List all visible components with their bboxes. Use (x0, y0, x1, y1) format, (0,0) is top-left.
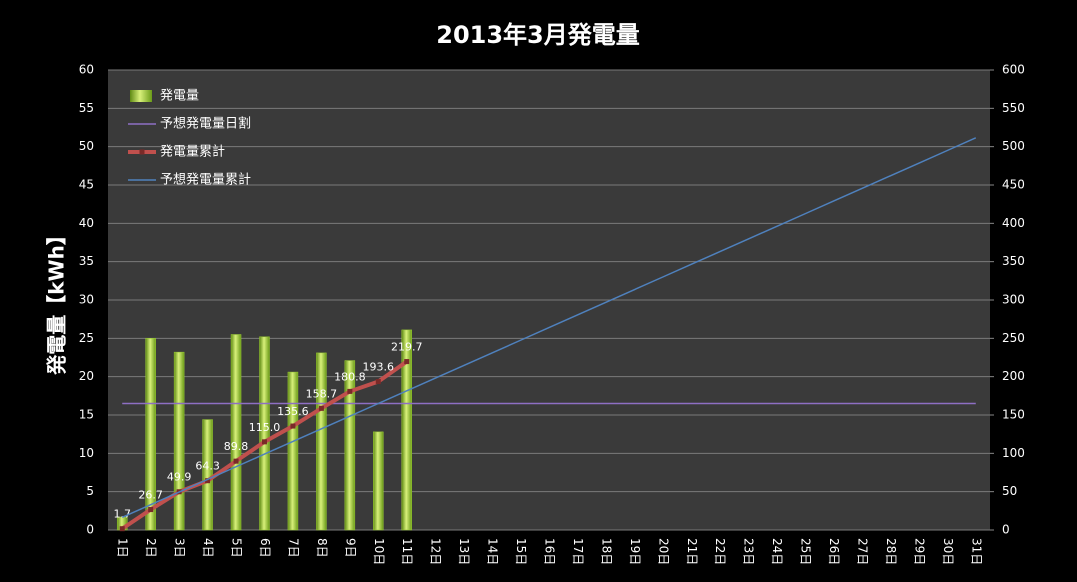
y2-tick-label: 150 (1002, 408, 1025, 422)
y-tick-label: 25 (79, 331, 94, 345)
x-tick-label: 8日 (315, 538, 329, 558)
x-tick-label: 22日 (713, 538, 727, 565)
bar (373, 431, 384, 531)
data-label: 1.7 (113, 508, 131, 521)
bar (316, 352, 327, 531)
x-tick-label: 27日 (855, 538, 869, 565)
x-tick-label: 7日 (286, 538, 300, 558)
y-tick-label: 30 (79, 293, 94, 307)
x-tick-label: 2日 (144, 538, 158, 558)
marker (404, 359, 410, 365)
data-label: 89.8 (224, 440, 249, 453)
x-tick-label: 28日 (884, 538, 898, 565)
line (121, 137, 977, 519)
y2-tick-label: 400 (1002, 216, 1025, 230)
data-label: 26.7 (138, 489, 163, 502)
x-tick-label: 23日 (742, 538, 756, 565)
y-tick-label: 20 (79, 369, 94, 383)
x-tick-label: 6日 (258, 538, 272, 558)
x-tick-label: 18日 (599, 538, 613, 565)
legend-label: 発電量 (160, 89, 199, 104)
chart-title: 2013年3月発電量 (436, 21, 640, 49)
data-label: 135.6 (277, 405, 309, 418)
marker (205, 478, 211, 484)
x-tick-label: 10日 (372, 538, 386, 565)
legend-label: 予想発電量日割 (160, 116, 251, 132)
legend-swatch (130, 90, 152, 102)
data-label: 193.6 (363, 361, 395, 374)
data-label: 180.8 (334, 370, 366, 383)
y-tick-label: 60 (79, 63, 94, 77)
legend-marker (139, 149, 145, 155)
x-tick-label: 31日 (969, 538, 983, 565)
x-tick-label: 24日 (770, 538, 784, 565)
marker (233, 458, 239, 464)
y-tick-label: 50 (79, 139, 94, 153)
data-label: 158.7 (306, 387, 338, 400)
y2-tick-label: 450 (1002, 178, 1025, 192)
marker (318, 405, 324, 411)
x-tick-label: 13日 (457, 538, 471, 565)
x-tick-label: 14日 (486, 538, 500, 565)
x-tick-label: 3日 (173, 538, 187, 558)
y-tick-label: 35 (79, 254, 94, 268)
x-tick-label: 1日 (116, 538, 130, 558)
x-tick-label: 30日 (941, 538, 955, 565)
x-tick-label: 26日 (827, 538, 841, 565)
marker (148, 507, 154, 513)
legend-label: 発電量累計 (160, 144, 225, 160)
marker (119, 526, 125, 532)
x-tick-label: 11日 (400, 538, 414, 565)
x-tick-label: 21日 (685, 538, 699, 565)
data-label: 115.0 (249, 421, 281, 434)
x-tick-label: 29日 (912, 538, 926, 565)
y-tick-label: 15 (79, 408, 94, 422)
marker (375, 379, 381, 385)
y-tick-label: 5 (86, 484, 94, 498)
bar (344, 360, 356, 531)
x-tick-label: 20日 (656, 538, 670, 565)
y2-tick-label: 300 (1002, 293, 1025, 307)
y2-tick-label: 500 (1002, 139, 1025, 153)
y-tick-label: 55 (79, 101, 94, 115)
x-tick-label: 19日 (628, 538, 642, 565)
y2-tick-label: 250 (1002, 331, 1025, 345)
y2-tick-label: 350 (1002, 254, 1025, 268)
bar (202, 419, 213, 531)
y2-tick-label: 0 (1002, 523, 1010, 537)
data-label: 219.7 (391, 341, 423, 354)
x-tick-label: 17日 (571, 538, 585, 565)
x-tick-label: 25日 (799, 538, 813, 565)
y2-tick-label: 50 (1002, 484, 1017, 498)
y-tick-label: 45 (79, 178, 94, 192)
y2-tick-label: 200 (1002, 369, 1025, 383)
marker (347, 388, 353, 394)
x-tick-label: 16日 (543, 538, 557, 565)
x-tick-label: 12日 (429, 538, 443, 565)
y-tick-label: 40 (79, 216, 94, 230)
marker (261, 439, 267, 445)
legend-label: 予想発電量累計 (160, 172, 251, 188)
y2-tick-label: 100 (1002, 446, 1025, 460)
x-tick-label: 5日 (230, 538, 244, 558)
bar (145, 338, 156, 531)
y2-tick-label: 550 (1002, 101, 1025, 115)
data-label: 49.9 (167, 471, 192, 484)
y-axis-label: 発電量【kWh】 (45, 225, 69, 376)
bar (259, 336, 270, 531)
data-label: 64.3 (195, 460, 220, 473)
bar (401, 329, 412, 531)
x-tick-label: 9日 (343, 538, 357, 558)
y2-tick-label: 600 (1002, 63, 1025, 77)
y-tick-label: 0 (86, 523, 94, 537)
x-tick-label: 4日 (201, 538, 215, 558)
x-tick-label: 15日 (514, 538, 528, 565)
bar (287, 371, 299, 531)
bar (173, 351, 185, 531)
marker (290, 423, 296, 429)
y-tick-label: 10 (79, 446, 94, 460)
bar (230, 334, 242, 531)
